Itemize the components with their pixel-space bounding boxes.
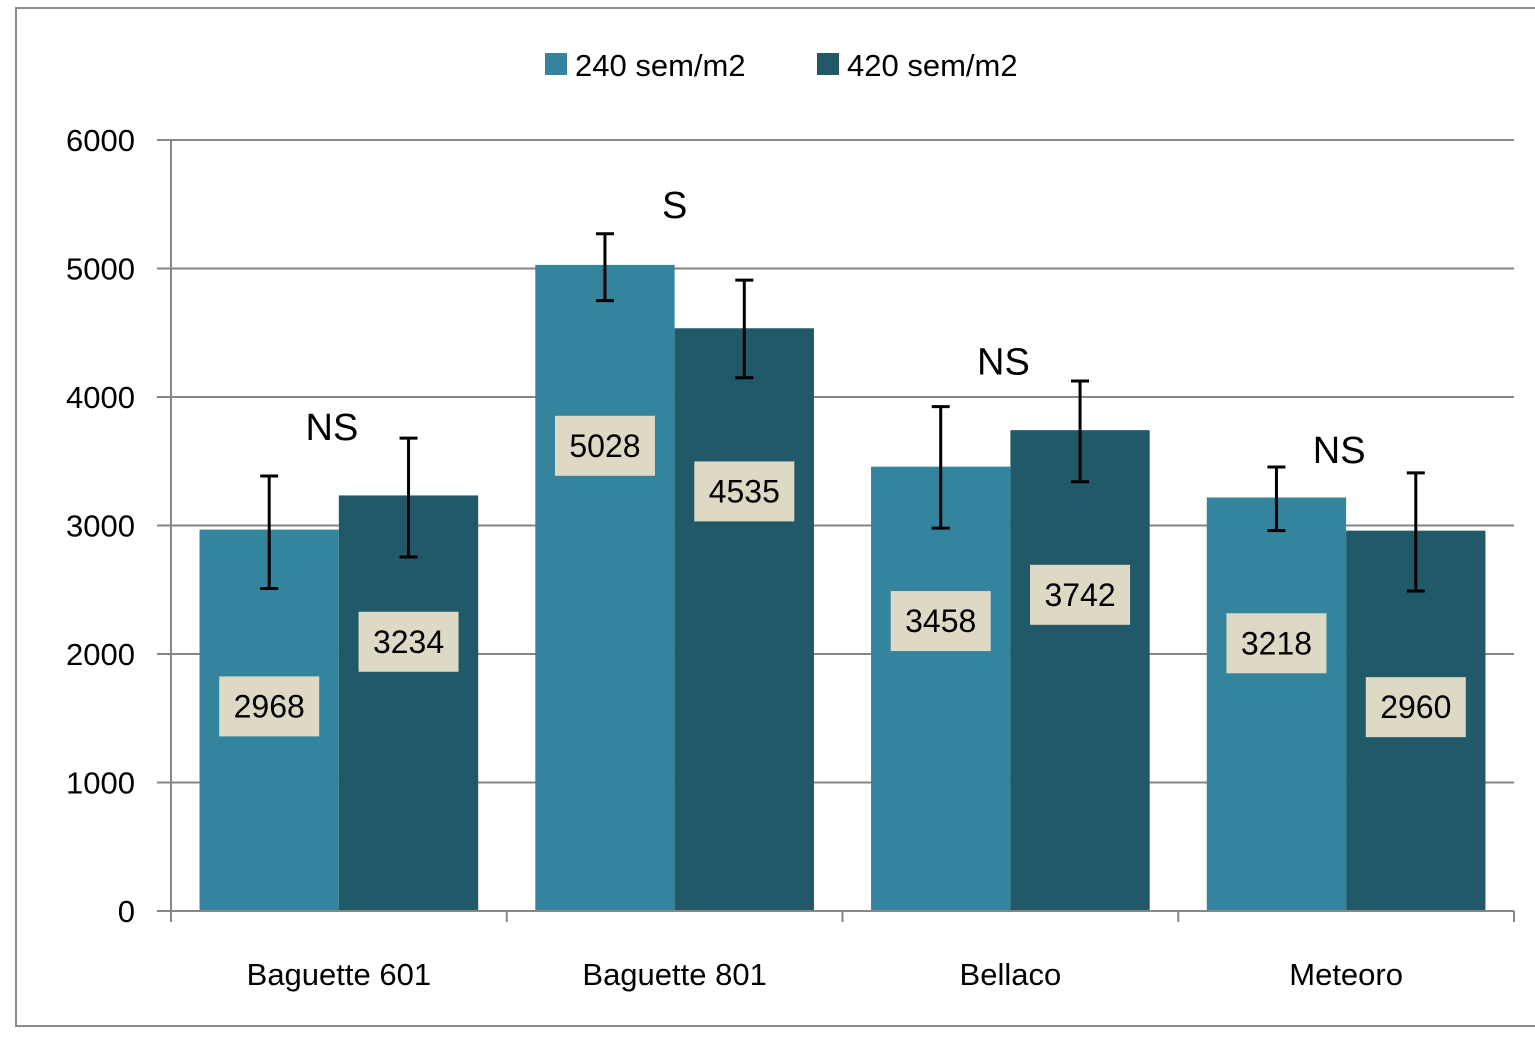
data-label: 3742 bbox=[1044, 577, 1115, 613]
legend-label: 420 sem/m2 bbox=[847, 48, 1018, 83]
data-label: 3458 bbox=[905, 603, 976, 639]
y-tick-label: 5000 bbox=[66, 252, 135, 287]
data-label: 2968 bbox=[234, 688, 305, 724]
bar bbox=[1206, 497, 1347, 911]
error-bars bbox=[260, 232, 1425, 593]
x-tick-label: Meteoro bbox=[1289, 957, 1403, 992]
y-tick-label: 4000 bbox=[66, 380, 135, 415]
y-tick-label: 6000 bbox=[66, 123, 135, 158]
x-tick-label: Baguette 601 bbox=[247, 957, 431, 992]
bar bbox=[1010, 430, 1150, 911]
significance-label: NS bbox=[977, 342, 1030, 384]
y-tick-label: 0 bbox=[118, 894, 135, 929]
x-tick-label: Baguette 801 bbox=[582, 957, 766, 992]
significance-label: S bbox=[662, 185, 687, 227]
data-label-box bbox=[890, 591, 991, 652]
data-label: 4535 bbox=[709, 473, 780, 509]
y-tick-label: 1000 bbox=[66, 766, 135, 801]
x-tick-label: Bellaco bbox=[960, 957, 1062, 992]
significance-label: NS bbox=[1313, 430, 1366, 472]
legend-swatch bbox=[817, 53, 839, 75]
y-tick-label: 3000 bbox=[66, 509, 135, 544]
data-label: 3218 bbox=[1241, 625, 1312, 661]
data-label-box bbox=[1226, 613, 1327, 674]
legend: 240 sem/m2 420 sem/m2 bbox=[545, 48, 1018, 83]
data-label-box bbox=[554, 415, 655, 476]
data-labels: 2968 3234 5028 4535 3458 3742 3218 2960 bbox=[219, 415, 1466, 738]
significance-labels: NS S NS NS bbox=[306, 185, 1366, 472]
bar bbox=[871, 466, 1011, 911]
data-label: 2960 bbox=[1380, 689, 1451, 725]
data-label: 3234 bbox=[373, 624, 444, 660]
bar bbox=[674, 328, 814, 911]
significance-label: NS bbox=[306, 407, 359, 449]
data-label: 5028 bbox=[569, 428, 640, 464]
data-label-box bbox=[219, 676, 320, 737]
y-tick-label: 2000 bbox=[66, 637, 135, 672]
data-label-box bbox=[694, 461, 795, 522]
legend-label: 240 sem/m2 bbox=[575, 48, 746, 83]
legend-swatch bbox=[545, 53, 567, 75]
bar bbox=[535, 264, 675, 912]
data-label-box bbox=[1365, 677, 1466, 738]
data-label-box bbox=[358, 611, 459, 672]
axes: 0 1000 2000 3000 4000 5000 6000 Baguette 601 Bag… bbox=[66, 123, 1515, 992]
bar bbox=[338, 495, 479, 911]
data-label-box bbox=[1030, 564, 1131, 625]
